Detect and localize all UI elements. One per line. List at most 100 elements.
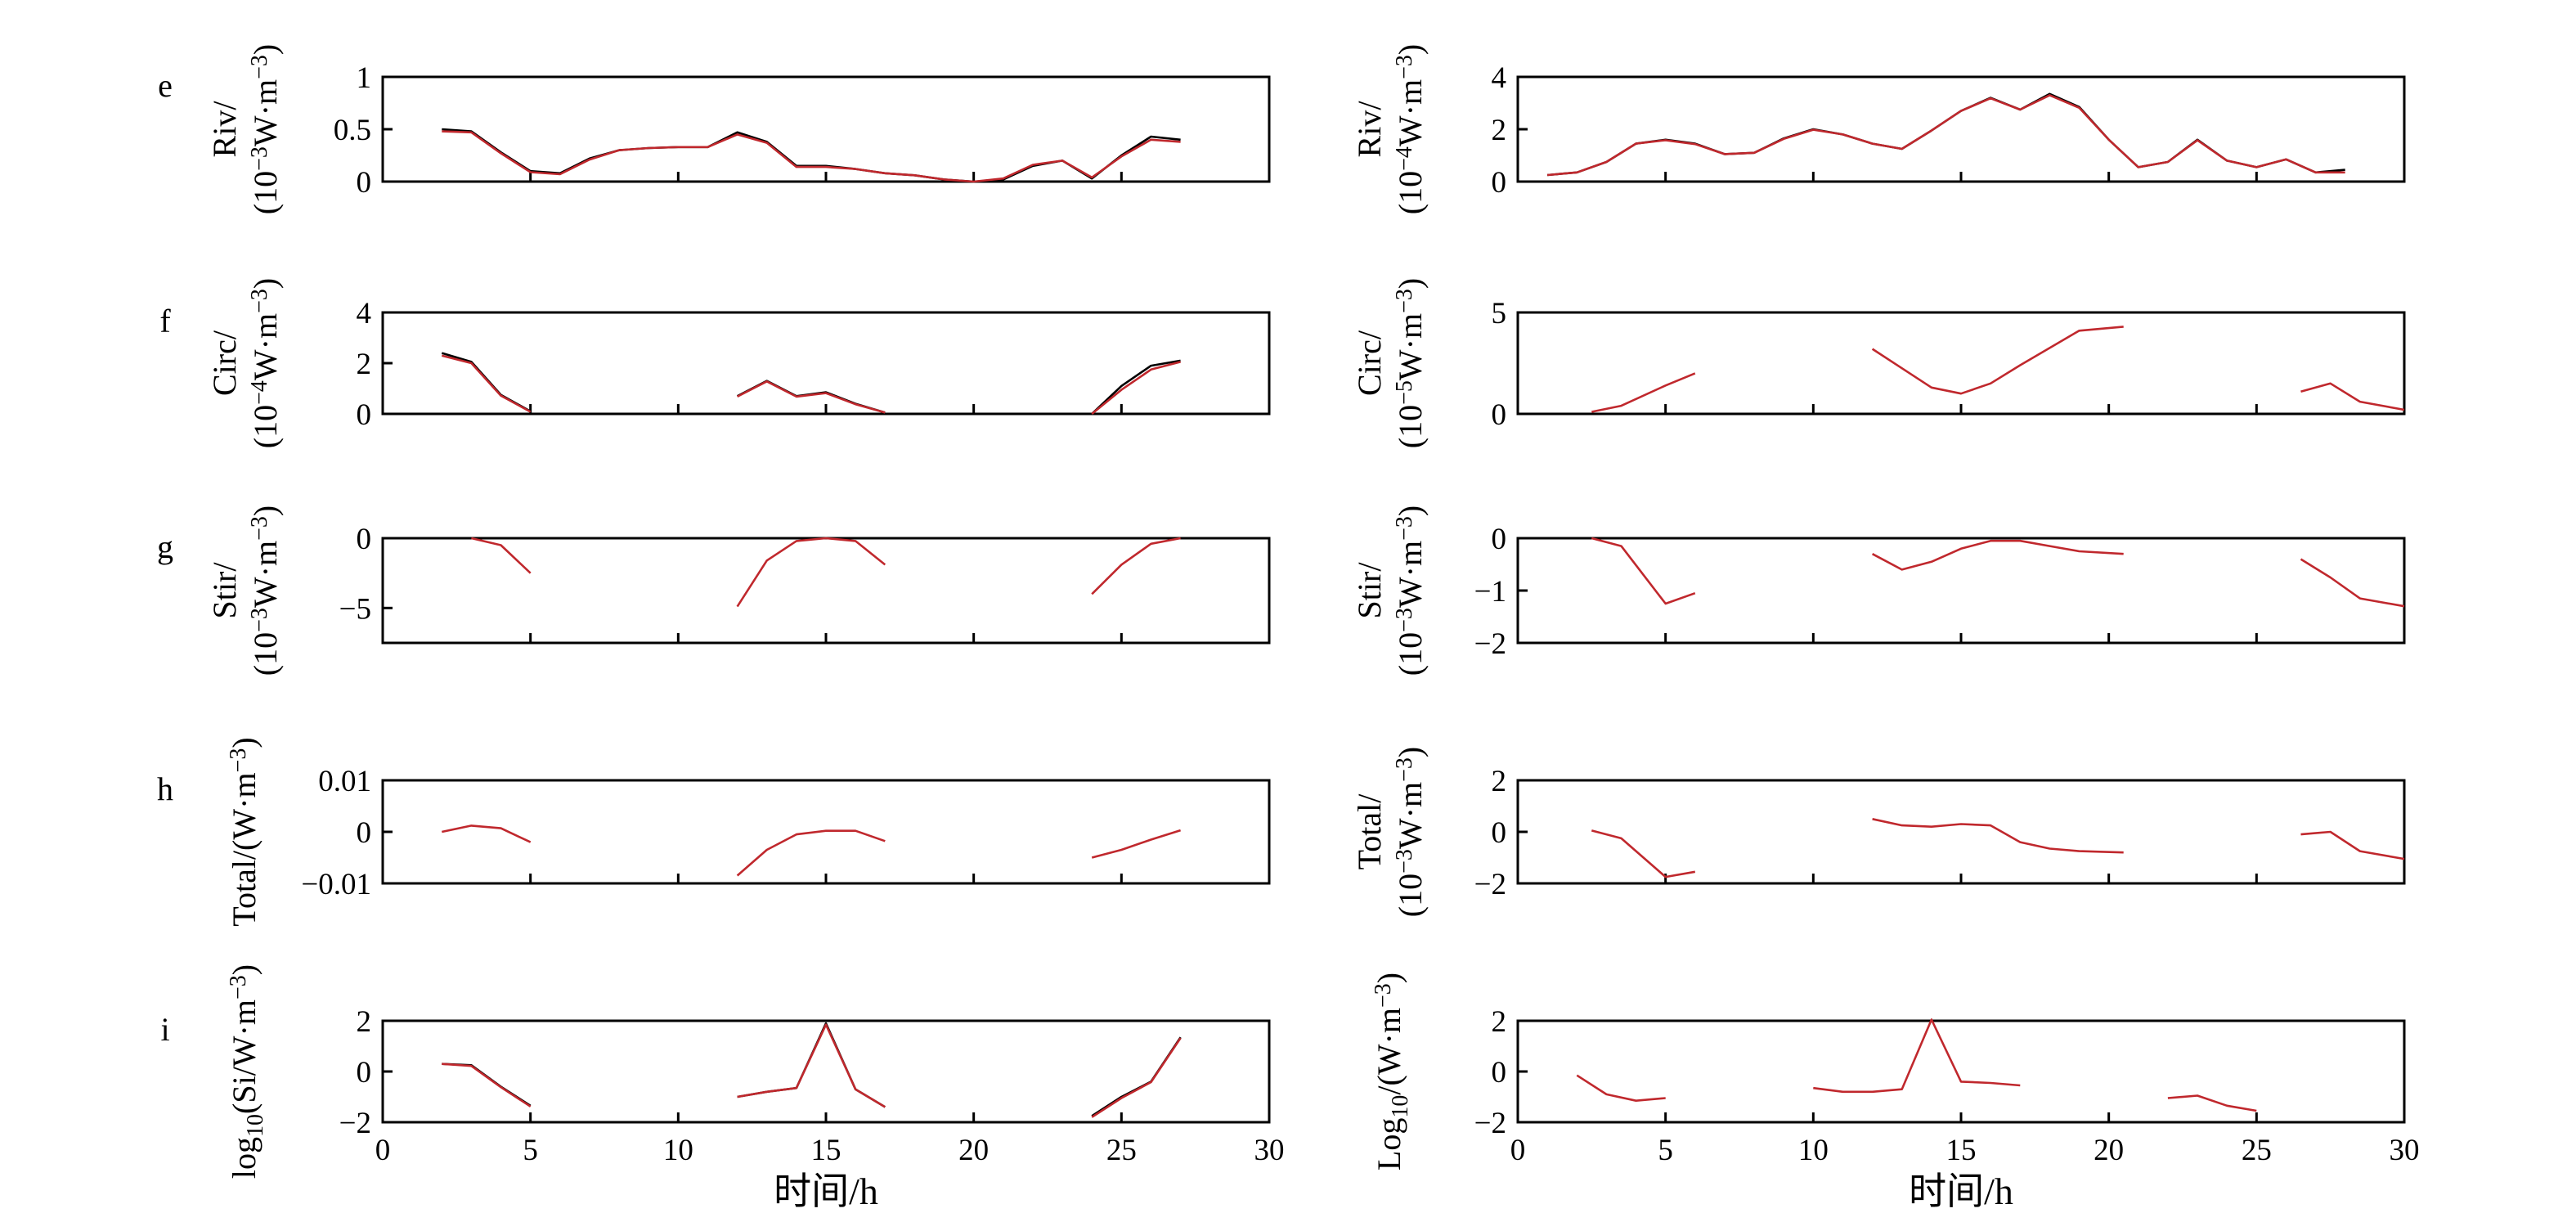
series-line	[2167, 1094, 2257, 1112]
x-tick-label: 20	[958, 1134, 989, 1167]
y-tick-label: −5	[339, 592, 371, 626]
y-axis-label: (10−3W·m−3)	[1392, 505, 1429, 676]
series-line	[736, 537, 886, 608]
y-tick-label: 0	[1492, 166, 1507, 200]
y-tick-label: 0	[1492, 1056, 1507, 1089]
y-axis-label: Stir/	[206, 562, 243, 619]
x-tick-label: 25	[1106, 1134, 1137, 1167]
y-tick-label: 0.5	[334, 114, 371, 147]
y-tick-label: 1	[357, 61, 372, 95]
panels: 00.51eRiv/(10−3W·m−3)024Riv/(10−4W·m−3)0…	[157, 44, 2420, 1212]
y-tick-label: 0	[1492, 816, 1507, 850]
series-line	[736, 829, 886, 877]
series-line	[1871, 539, 2124, 571]
x-tick-label: 10	[663, 1134, 693, 1167]
y-tick-label: −0.01	[301, 868, 371, 901]
x-axis-label: 时间/h	[1909, 1170, 2013, 1212]
y-tick-label: 2	[357, 348, 372, 381]
y-axis-label: Total/(W·m−3)	[226, 737, 263, 926]
chart-panel: 0 2 4 Riv/(10−4W·m−3)	[1351, 44, 2406, 214]
y-tick-label: −1	[1474, 575, 1506, 609]
series-line	[1546, 94, 2345, 177]
y-tick-label: 0	[1492, 523, 1507, 556]
plot-frame	[1516, 779, 2406, 885]
plot-frame	[1516, 311, 2406, 416]
series-line	[1091, 1037, 1182, 1118]
series-line	[1091, 359, 1181, 415]
series-line	[737, 380, 886, 414]
x-tick-label: 20	[2094, 1134, 2124, 1167]
series-line	[1591, 829, 1696, 878]
series-line	[1091, 361, 1181, 416]
y-tick-label: 0	[357, 523, 372, 556]
panel-letter: h	[157, 770, 173, 807]
series-line	[1813, 1018, 2021, 1094]
chart-panel: 0 5 Circ/(10−5W·m−3)	[1351, 278, 2406, 448]
y-axis-label: (10−4W·m−3)	[1392, 44, 1429, 214]
panel-letter: i	[160, 1011, 169, 1048]
plot-frame	[381, 1019, 1271, 1124]
y-tick-label: 2	[1492, 1005, 1507, 1039]
x-tick-label: 0	[1510, 1134, 1526, 1167]
plot-frame	[1516, 75, 2406, 183]
series-line	[737, 1023, 886, 1108]
chart-panel: −2 0 2 Total/(10−3W·m−3)	[1351, 747, 2406, 917]
plot-frame	[1516, 537, 2406, 645]
y-tick-label: 2	[1492, 765, 1507, 798]
y-axis-label: Total/	[1351, 793, 1388, 870]
series-line	[442, 1063, 532, 1107]
chart-panel: −0.01 0 0.01 h Total/(W·m−3)	[157, 737, 1271, 927]
y-axis-label: (10−3W·m−3)	[247, 44, 284, 214]
y-tick-label: −2	[1474, 627, 1506, 661]
x-tick-label: 30	[1254, 1134, 1285, 1167]
y-axis-label: (10−3W·m−3)	[247, 505, 284, 676]
panel-letter: e	[158, 67, 173, 104]
x-tick-label: 15	[1946, 1134, 1977, 1167]
y-tick-label: 0	[357, 398, 372, 432]
series-line	[1576, 1074, 1666, 1102]
y-tick-label: 0	[357, 166, 372, 200]
y-tick-label: −2	[1474, 1107, 1506, 1140]
series-line	[441, 354, 532, 413]
series-line	[1546, 92, 2345, 177]
panel-letter: f	[159, 303, 171, 339]
y-tick-label: 2	[357, 1005, 372, 1039]
plot-frame	[381, 311, 1271, 416]
chart-panel: 0 0.5 1 e Riv/(10−3W·m−3)	[158, 44, 1271, 214]
series-line	[1872, 818, 2124, 854]
y-tick-label: 4	[1492, 61, 1507, 95]
x-tick-label: 10	[1798, 1134, 1829, 1167]
series-line	[1091, 537, 1181, 595]
y-tick-label: 0	[1492, 398, 1507, 432]
y-axis-label: (10−5W·m−3)	[1392, 278, 1429, 448]
series-line	[1091, 829, 1181, 859]
y-axis-label: Circ/	[1351, 330, 1388, 396]
y-axis-label: Circ/	[206, 330, 243, 396]
y-tick-label: 0	[357, 816, 372, 850]
series-line	[1591, 537, 1696, 605]
y-axis-label: Riv/	[206, 101, 243, 158]
series-line	[441, 352, 532, 413]
y-tick-label: 4	[357, 297, 372, 330]
plot-frame	[1516, 1019, 2406, 1124]
series-line	[442, 824, 532, 843]
chart-panel: −5 0 g Stir/(10−3W·m−3)	[157, 505, 1271, 676]
series-line	[1591, 372, 1696, 413]
y-axis-label: (10−3W·m−3)	[1392, 747, 1429, 917]
x-axis-label: 时间/h	[774, 1170, 878, 1212]
y-axis-label: Log10/(W·m−3)	[1371, 973, 1413, 1170]
series-line	[442, 130, 1181, 183]
y-tick-label: 0	[357, 1056, 372, 1089]
x-tick-label: 25	[2242, 1134, 2272, 1167]
y-axis-label: (10−4W·m−3)	[247, 278, 284, 448]
x-tick-label: 15	[811, 1134, 841, 1167]
y-tick-label: −2	[339, 1107, 371, 1140]
series-line	[2300, 558, 2405, 608]
series-line	[1871, 326, 2124, 395]
x-tick-label: 5	[1658, 1134, 1673, 1167]
chart-panel: 0 2 4 f Circ/(10−4W·m−3)	[159, 278, 1271, 448]
chart-panel: −2 −1 0 Stir/(10−3W·m−3)	[1351, 505, 2406, 676]
